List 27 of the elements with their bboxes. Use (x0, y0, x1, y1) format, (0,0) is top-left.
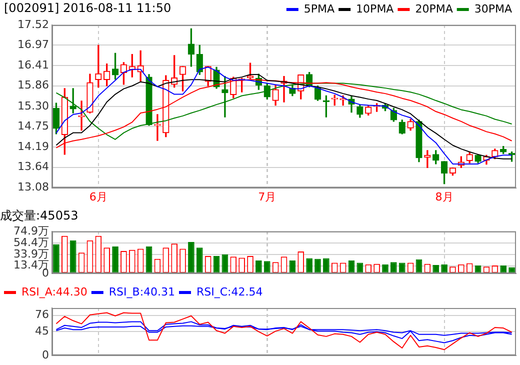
legend-label: 20PMA (415, 2, 454, 16)
y-tick-label: 14.75 (18, 119, 49, 132)
y-tick-label: 76 (35, 308, 49, 322)
legend-label: 5PMA (304, 2, 336, 16)
y-tick-label: 33.9万 (14, 247, 49, 260)
y-tick-label: 14.19 (18, 140, 49, 153)
y-tick-label: 16.97 (18, 38, 49, 52)
y-tick-label: 17.52 (18, 18, 49, 31)
text: 成交量:45053 (0, 208, 78, 222)
y-tick-label: 13.08 (18, 180, 49, 194)
legend-label: RSI_B:40.31 (108, 285, 176, 298)
y-tick-label: 15.30 (18, 99, 49, 112)
legend-label: 30PMA (474, 2, 512, 16)
x-tick-label: 7月 (258, 190, 276, 204)
legend-label: 10PMA (356, 2, 394, 16)
legend-label: RSI_C:42.54 (196, 285, 263, 298)
x-tick-label: 6月 (89, 190, 108, 204)
legend-label: RSI_A:44.30 (22, 285, 88, 298)
y-tick-label: 0 (42, 348, 49, 362)
x-tick-label: 8月 (435, 190, 454, 204)
y-tick-label: 13.64 (18, 160, 49, 174)
y-tick-label: 16.41 (18, 58, 49, 72)
y-tick-label: 74.9万 (14, 224, 49, 238)
y-tick-label: 45 (35, 324, 49, 338)
y-tick-label: 54.4万 (14, 236, 49, 249)
chart-title: [002091] 2016-08-11 11:50 (4, 1, 172, 15)
y-tick-label: 15.86 (18, 78, 49, 92)
